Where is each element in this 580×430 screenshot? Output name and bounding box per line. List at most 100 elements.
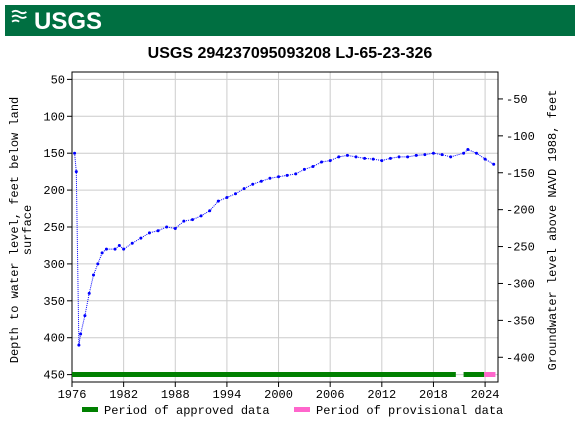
data-point: [268, 176, 272, 180]
data-point: [431, 151, 435, 155]
y2-tick-label: -250: [506, 241, 535, 255]
y2-tick-label: -150: [506, 167, 535, 181]
data-point: [104, 247, 108, 251]
data-point: [462, 151, 466, 155]
data-point: [474, 151, 478, 155]
data-point: [311, 164, 315, 168]
data-point: [397, 155, 401, 159]
data-point: [337, 155, 341, 159]
period-bar: [72, 372, 456, 377]
data-point: [83, 314, 87, 318]
data-point: [79, 332, 83, 336]
data-point: [117, 243, 121, 247]
y-tick-label: 450: [43, 369, 65, 383]
x-tick-label: 1994: [213, 388, 242, 402]
y2-tick-label: -50: [506, 93, 528, 107]
data-point: [100, 251, 104, 255]
data-point: [251, 182, 255, 186]
data-point: [87, 291, 91, 295]
data-point: [173, 226, 177, 230]
data-point: [371, 157, 375, 161]
data-point: [294, 172, 298, 176]
chart-title: USGS 294237095093208 LJ-65-23-326: [148, 45, 433, 62]
x-tick-label: 2006: [316, 388, 345, 402]
y-tick-label: 250: [43, 221, 65, 235]
data-point: [216, 199, 220, 203]
legend-label: Period of provisional data: [316, 404, 503, 418]
data-point: [122, 247, 126, 251]
data-point: [363, 156, 367, 160]
data-point: [320, 160, 324, 164]
data-point: [328, 159, 332, 163]
data-point: [92, 273, 96, 277]
period-bar: [484, 372, 496, 377]
y-axis-label: Depth to water level, feet below land: [8, 97, 22, 363]
data-point: [483, 157, 487, 161]
data-point: [225, 195, 229, 199]
y2-tick-label: -200: [506, 204, 535, 218]
data-point: [147, 231, 151, 235]
x-tick-label: 1982: [109, 388, 138, 402]
series-line: [74, 148, 494, 346]
data-point: [190, 218, 194, 222]
data-point: [199, 214, 203, 218]
x-tick-label: 1988: [161, 388, 190, 402]
data-point: [165, 225, 169, 229]
y-tick-label: 300: [43, 258, 65, 272]
y-tick-label: 50: [51, 73, 65, 87]
logo: USGS: [34, 8, 102, 35]
y2-tick-label: -350: [506, 314, 535, 328]
y2-tick-label: -300: [506, 277, 535, 291]
data-point: [492, 162, 496, 166]
y-tick-label: 150: [43, 147, 65, 161]
data-point: [73, 151, 77, 155]
data-point: [74, 170, 78, 174]
legend-label: Period of approved data: [104, 404, 270, 418]
y2-tick-label: -400: [506, 351, 535, 365]
data-point: [302, 167, 306, 171]
period-bar: [463, 372, 485, 377]
legend-swatch: [294, 407, 310, 412]
data-point: [113, 247, 117, 251]
data-point: [423, 153, 427, 157]
x-tick-label: 2018: [419, 388, 448, 402]
y-tick-label: 350: [43, 295, 65, 309]
data-point: [77, 343, 81, 347]
data-point: [388, 156, 392, 160]
x-tick-label: 2012: [367, 388, 396, 402]
data-point: [139, 236, 143, 240]
y-tick-label: 200: [43, 184, 65, 198]
x-tick-label: 2000: [264, 388, 293, 402]
legend-swatch: [82, 407, 98, 412]
data-point: [96, 262, 100, 266]
x-tick-label: 2024: [471, 388, 500, 402]
data-point: [440, 153, 444, 157]
logo-waves: [11, 9, 27, 23]
data-point: [354, 155, 358, 159]
y-tick-label: 400: [43, 332, 65, 346]
data-point: [406, 155, 410, 159]
y-tick-label: 100: [43, 110, 65, 124]
data-point: [208, 209, 212, 213]
y2-tick-label: -100: [506, 130, 535, 144]
data-point: [380, 159, 384, 163]
plot-frame: [71, 71, 499, 383]
y-axis-label: surface: [21, 205, 35, 255]
data-point: [285, 173, 289, 177]
data-point: [345, 153, 349, 157]
x-tick-label: 1976: [58, 388, 87, 402]
data-point: [466, 148, 470, 151]
data-point: [156, 229, 160, 233]
data-point: [234, 192, 238, 196]
data-point: [130, 241, 134, 245]
data-point: [182, 219, 186, 223]
data-point: [259, 179, 263, 183]
data-point: [242, 187, 246, 191]
data-point: [449, 155, 453, 159]
header-bar: [5, 5, 575, 36]
data-point: [414, 153, 418, 157]
y2-axis-label: Groundwater level above NAVD 1988, feet: [546, 90, 560, 371]
data-point: [277, 175, 281, 179]
